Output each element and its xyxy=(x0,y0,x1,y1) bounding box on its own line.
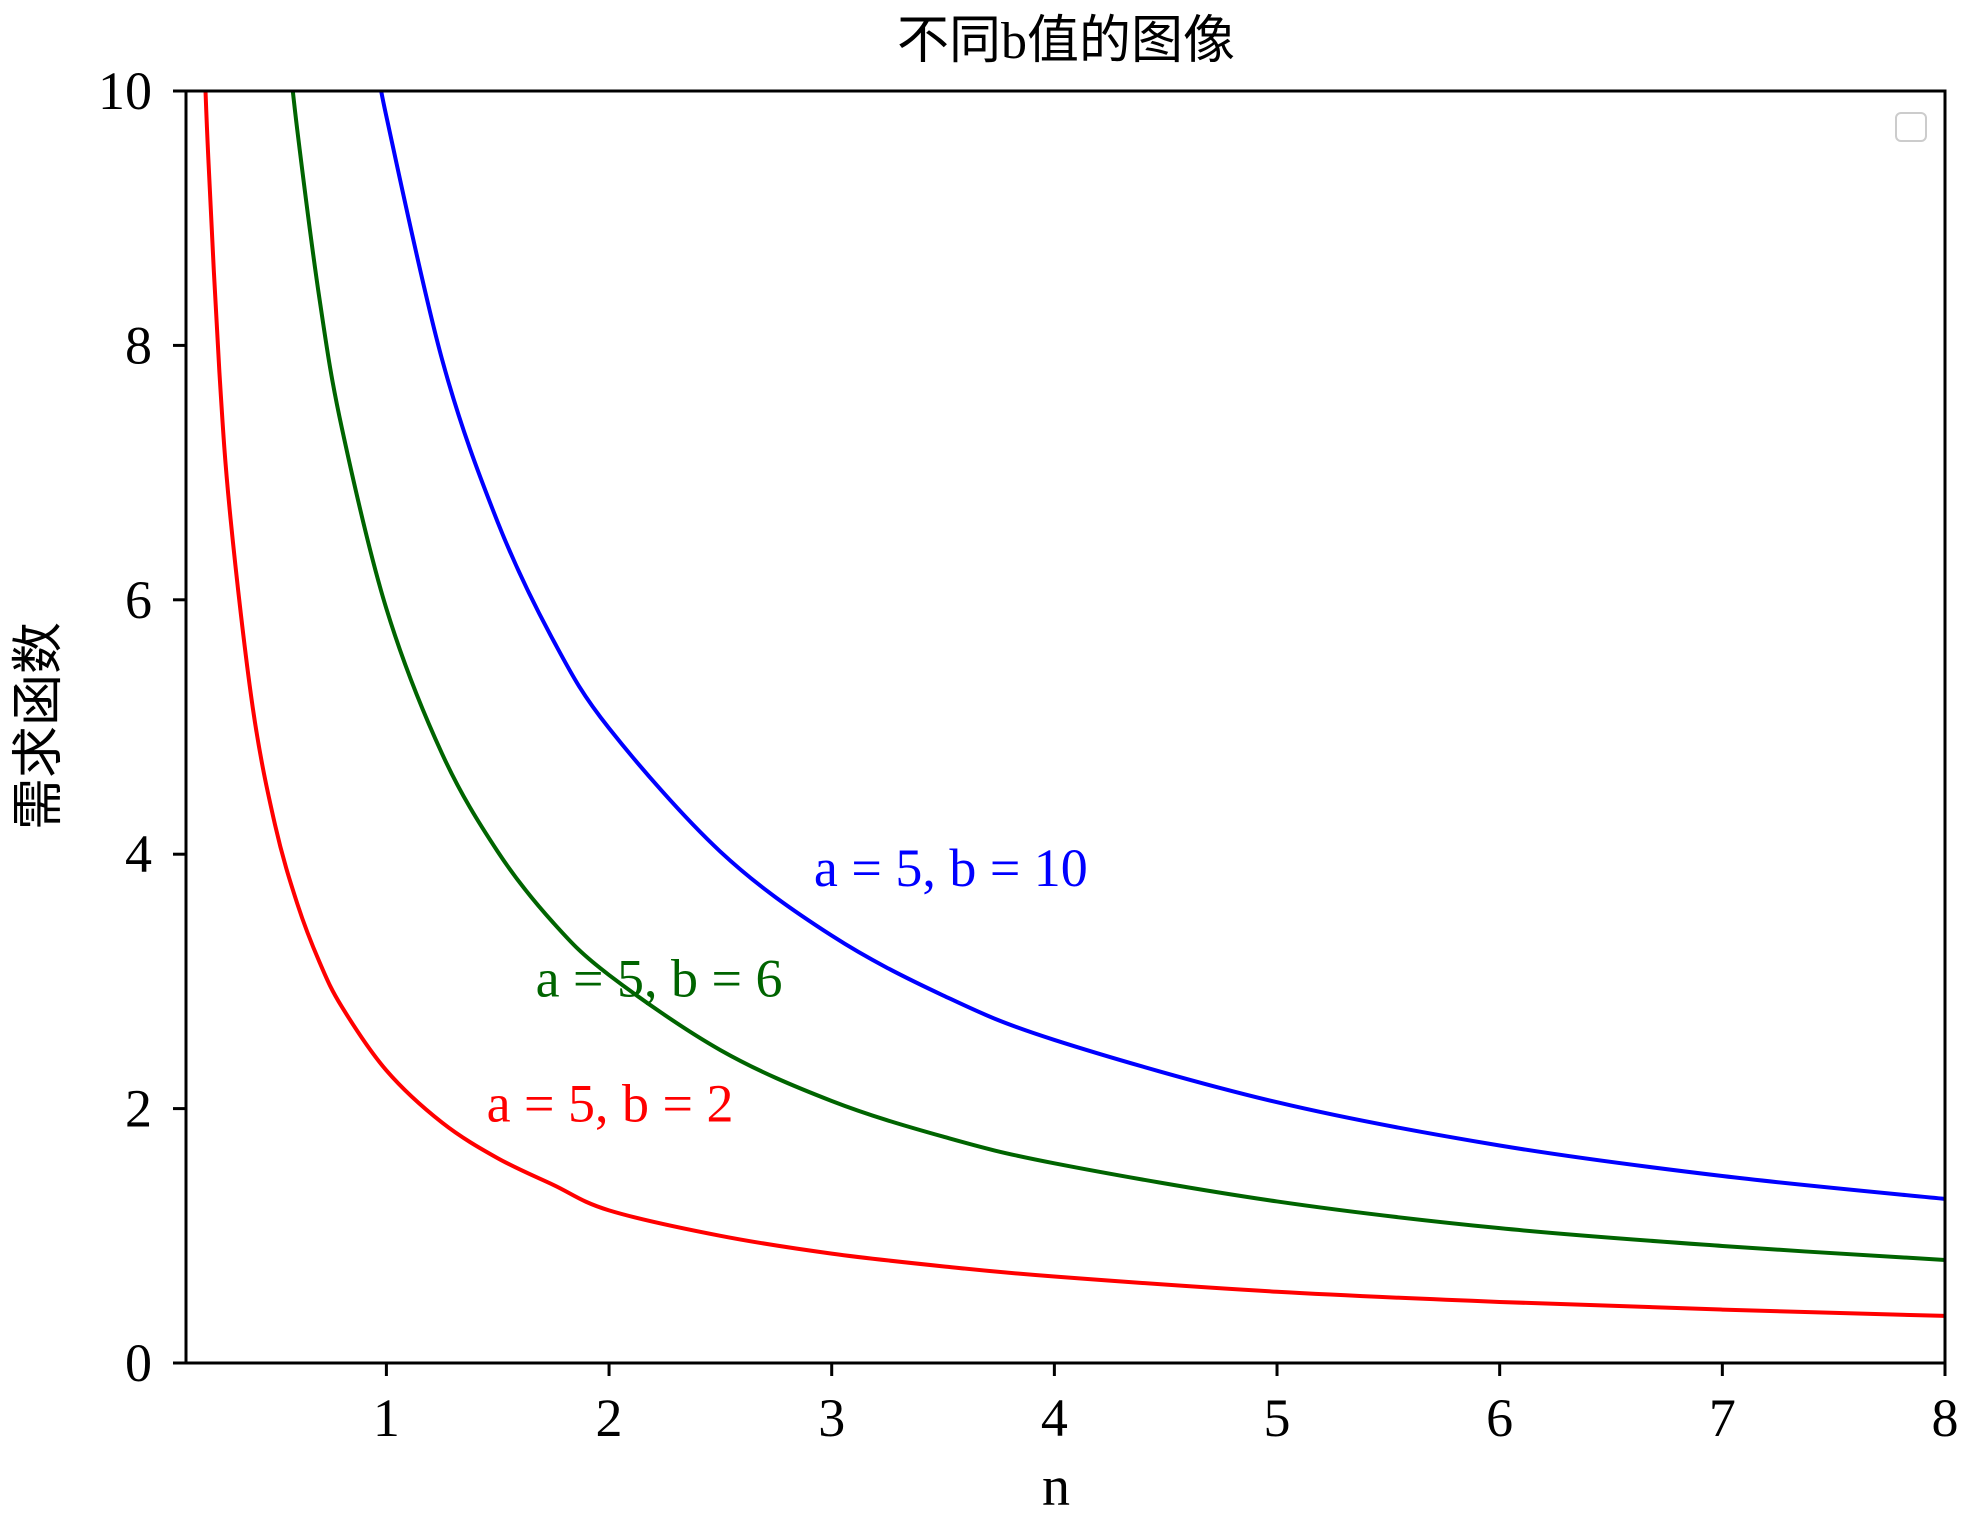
series-label-1: a = 5, b = 2 xyxy=(487,1073,734,1133)
y-tick-label: 2 xyxy=(125,1079,152,1139)
curve-labels: a = 5, b = 2 a = 5, b = 6 a = 5, b = 10 xyxy=(487,838,1088,1133)
series-label-2: a = 5, b = 6 xyxy=(536,949,783,1009)
empty-legend-box xyxy=(1895,112,1927,142)
curves xyxy=(203,91,1945,1318)
x-tick-label: 3 xyxy=(818,1388,845,1448)
y-tick-label: 8 xyxy=(125,315,152,375)
y-axis-ticks: 0 2 4 6 8 10 xyxy=(98,61,186,1393)
x-tick-label: 7 xyxy=(1709,1388,1736,1448)
x-tick-label: 1 xyxy=(373,1388,400,1448)
series-line-1 xyxy=(203,91,1945,1318)
chart-title: 不同b值的图像 xyxy=(897,13,1235,70)
y-tick-label: 4 xyxy=(125,824,152,884)
plot-frame xyxy=(184,89,1947,1365)
series-label-3: a = 5, b = 10 xyxy=(814,838,1088,898)
series-line-2 xyxy=(290,91,1945,1262)
x-tick-label: 4 xyxy=(1041,1388,1068,1448)
series-line-3 xyxy=(379,91,1945,1201)
x-tick-label: 5 xyxy=(1264,1388,1291,1448)
y-axis-label: 需求函数 xyxy=(11,622,68,830)
y-tick-label: 0 xyxy=(125,1333,152,1393)
x-tick-label: 6 xyxy=(1486,1388,1513,1448)
y-tick-label: 10 xyxy=(98,61,152,121)
x-tick-label: 2 xyxy=(596,1388,623,1448)
x-axis-label: n xyxy=(1042,1456,1070,1516)
y-tick-label: 6 xyxy=(125,570,152,630)
x-tick-label: 8 xyxy=(1932,1388,1959,1448)
x-axis-ticks: 1 2 3 4 5 6 7 8 xyxy=(373,1363,1959,1448)
